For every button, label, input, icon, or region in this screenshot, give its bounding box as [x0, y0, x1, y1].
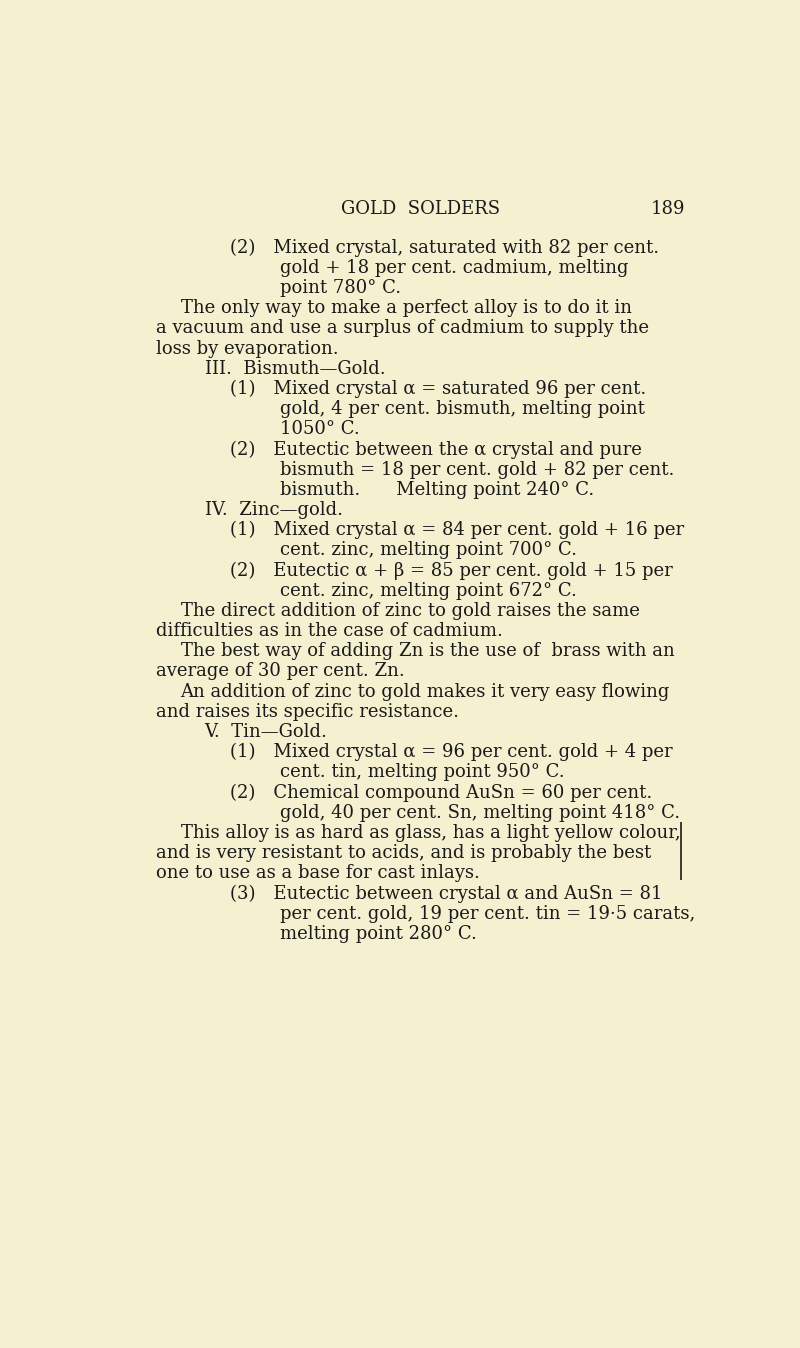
Text: (2) Mixed crystal, saturated with 82 per cent.: (2) Mixed crystal, saturated with 82 per…: [230, 239, 659, 257]
Text: 1050° C.: 1050° C.: [280, 421, 359, 438]
Text: and raises its specific resistance.: and raises its specific resistance.: [156, 702, 459, 721]
Text: point 780° C.: point 780° C.: [280, 279, 401, 297]
Text: (1) Mixed crystal α = 84 per cent. gold + 16 per: (1) Mixed crystal α = 84 per cent. gold …: [230, 522, 684, 539]
Text: difficulties as in the case of cadmium.: difficulties as in the case of cadmium.: [156, 621, 502, 640]
Text: melting point 280° C.: melting point 280° C.: [280, 925, 477, 942]
Text: cent. zinc, melting point 672° C.: cent. zinc, melting point 672° C.: [280, 582, 577, 600]
Text: The direct addition of zinc to gold raises the same: The direct addition of zinc to gold rais…: [181, 603, 639, 620]
Text: An addition of zinc to gold makes it very easy flowing: An addition of zinc to gold makes it ver…: [181, 682, 670, 701]
Text: one to use as a base for cast inlays.: one to use as a base for cast inlays.: [156, 864, 480, 882]
Text: gold, 40 per cent. Sn, melting point 418° C.: gold, 40 per cent. Sn, melting point 418…: [280, 803, 680, 822]
Text: 189: 189: [650, 201, 685, 218]
Text: GOLD  SOLDERS: GOLD SOLDERS: [341, 201, 500, 218]
Text: V.  Tin—Gold.: V. Tin—Gold.: [205, 723, 327, 741]
Text: per cent. gold, 19 per cent. tin = 19·5 carats,: per cent. gold, 19 per cent. tin = 19·5 …: [280, 905, 695, 922]
Text: (2) Eutectic between the α crystal and pure: (2) Eutectic between the α crystal and p…: [230, 441, 642, 458]
Text: This alloy is as hard as glass, has a light yellow colour,: This alloy is as hard as glass, has a li…: [181, 824, 680, 841]
Text: average of 30 per cent. Zn.: average of 30 per cent. Zn.: [156, 662, 405, 681]
Text: The best way of adding Zn is the use of  brass with an: The best way of adding Zn is the use of …: [181, 642, 674, 661]
Text: (3) Eutectic between crystal α and AuSn = 81: (3) Eutectic between crystal α and AuSn …: [230, 884, 662, 903]
Text: bismuth.  Melting point 240° C.: bismuth. Melting point 240° C.: [280, 481, 594, 499]
Text: gold + 18 per cent. cadmium, melting: gold + 18 per cent. cadmium, melting: [280, 259, 628, 276]
Text: III.  Bismuth—Gold.: III. Bismuth—Gold.: [205, 360, 386, 377]
Text: The only way to make a perfect alloy is to do it in: The only way to make a perfect alloy is …: [181, 299, 632, 317]
Text: a vacuum and use a surplus of cadmium to supply the: a vacuum and use a surplus of cadmium to…: [156, 319, 649, 337]
Text: (1) Mixed crystal α = saturated 96 per cent.: (1) Mixed crystal α = saturated 96 per c…: [230, 380, 646, 398]
Text: (1) Mixed crystal α = 96 per cent. gold + 4 per: (1) Mixed crystal α = 96 per cent. gold …: [230, 743, 673, 762]
Text: and is very resistant to acids, and is probably the best: and is very resistant to acids, and is p…: [156, 844, 651, 861]
Text: gold, 4 per cent. bismuth, melting point: gold, 4 per cent. bismuth, melting point: [280, 400, 645, 418]
Text: bismuth = 18 per cent. gold + 82 per cent.: bismuth = 18 per cent. gold + 82 per cen…: [280, 461, 674, 479]
Text: cent. zinc, melting point 700° C.: cent. zinc, melting point 700° C.: [280, 542, 577, 559]
Text: loss by evaporation.: loss by evaporation.: [156, 340, 338, 357]
Text: IV.  Zinc—gold.: IV. Zinc—gold.: [205, 501, 342, 519]
Text: cent. tin, melting point 950° C.: cent. tin, melting point 950° C.: [280, 763, 565, 782]
Text: (2) Eutectic α + β = 85 per cent. gold + 15 per: (2) Eutectic α + β = 85 per cent. gold +…: [230, 562, 673, 580]
Text: (2) Chemical compound AuSn = 60 per cent.: (2) Chemical compound AuSn = 60 per cent…: [230, 783, 653, 802]
